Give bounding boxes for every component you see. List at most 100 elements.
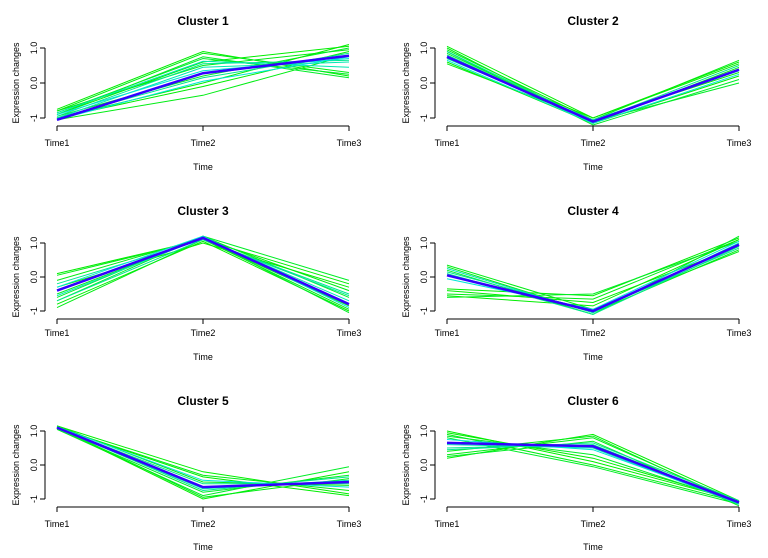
gene-profile-line bbox=[446, 240, 740, 298]
cluster-centroid-line bbox=[446, 243, 740, 313]
x-tick-label: Time1 bbox=[435, 328, 460, 338]
chart-panel-5: Cluster 5 -1 0.0 1.0 Expression changes Time1… bbox=[11, 394, 361, 552]
gene-profile-line bbox=[56, 427, 350, 492]
chart-panel-4: Cluster 4 -1 0.0 1.0 Expression changes Time1… bbox=[401, 204, 751, 362]
x-tick-label: Time1 bbox=[435, 519, 460, 529]
gene-profile-line bbox=[446, 444, 740, 503]
gene-profile-line bbox=[446, 433, 740, 502]
x-tick-label: Time3 bbox=[727, 328, 752, 338]
chart-title: Cluster 1 bbox=[177, 14, 229, 28]
x-tick-label: Time3 bbox=[337, 138, 362, 148]
gene-profile-line bbox=[56, 51, 350, 119]
cluster-centroid-line bbox=[56, 426, 350, 489]
chart-panel-2: Cluster 2 -1 0.0 1.0 Expression changes Time1… bbox=[401, 14, 751, 172]
gene-profile-line bbox=[56, 50, 350, 110]
x-tick-label: Time1 bbox=[45, 519, 70, 529]
y-tick-label: -1 bbox=[29, 307, 39, 315]
gene-profile-line bbox=[56, 427, 350, 491]
x-axis-label: Time bbox=[193, 162, 213, 172]
gene-profile-line bbox=[446, 435, 740, 503]
y-tick-label: -1 bbox=[419, 307, 429, 315]
y-tick-label: 1.0 bbox=[419, 425, 429, 438]
chart-panel-6: Cluster 6 -1 0.0 1.0 Expression changes Time1… bbox=[401, 394, 751, 552]
gene-profile-line bbox=[56, 240, 350, 312]
x-axis-label: Time bbox=[583, 542, 603, 552]
y-axis-label: Expression changes bbox=[11, 42, 21, 124]
gene-profile-line bbox=[56, 239, 350, 302]
gene-profile-line bbox=[56, 425, 350, 495]
y-tick-label: 1.0 bbox=[29, 425, 39, 438]
gene-profile-line bbox=[56, 44, 350, 119]
y-tick-label: 1.0 bbox=[29, 42, 39, 55]
gene-profile-line bbox=[56, 45, 350, 115]
chart-title: Cluster 3 bbox=[177, 204, 229, 218]
x-axis-label: Time bbox=[193, 352, 213, 362]
y-tick-label: 0.0 bbox=[419, 271, 429, 284]
y-tick-label: -1 bbox=[29, 114, 39, 122]
y-tick-label: 1.0 bbox=[29, 237, 39, 250]
x-tick-label: Time3 bbox=[337, 519, 362, 529]
gene-profile-line bbox=[56, 56, 350, 121]
x-tick-label: Time3 bbox=[727, 519, 752, 529]
gene-profile-line bbox=[56, 61, 350, 119]
cluster-centroid-line bbox=[446, 55, 740, 123]
gene-profile-line bbox=[56, 237, 350, 302]
x-axis-label: Time bbox=[193, 542, 213, 552]
chart-panel-3: Cluster 3 -1 0.0 1.0 Expression changes Time1… bbox=[11, 204, 361, 362]
gene-profile-line bbox=[446, 237, 740, 297]
x-tick-label: Time2 bbox=[581, 138, 606, 148]
gene-profile-line bbox=[446, 245, 740, 304]
cluster-centroid-line bbox=[56, 236, 350, 306]
gene-profile-line bbox=[56, 235, 350, 309]
gene-profile-line bbox=[446, 51, 740, 126]
x-tick-label: Time3 bbox=[337, 328, 362, 338]
x-tick-label: Time2 bbox=[191, 328, 216, 338]
y-tick-label: -1 bbox=[419, 495, 429, 503]
cluster-centroid-line bbox=[56, 54, 350, 121]
gene-profile-line bbox=[446, 54, 740, 123]
y-axis-label: Expression changes bbox=[11, 424, 21, 506]
y-tick-label: 0.0 bbox=[419, 77, 429, 90]
y-axis-label: Expression changes bbox=[401, 42, 411, 124]
chart-title: Cluster 2 bbox=[567, 14, 619, 28]
x-tick-label: Time1 bbox=[45, 328, 70, 338]
x-tick-label: Time2 bbox=[191, 519, 216, 529]
gene-profile-line bbox=[446, 59, 740, 124]
y-axis-label: Expression changes bbox=[401, 424, 411, 506]
x-tick-label: Time2 bbox=[581, 519, 606, 529]
gene-profile-line bbox=[446, 239, 740, 300]
x-tick-label: Time1 bbox=[435, 138, 460, 148]
y-tick-label: 0.0 bbox=[29, 459, 39, 472]
gene-profile-line bbox=[56, 235, 350, 302]
y-axis-label: Expression changes bbox=[11, 236, 21, 318]
x-tick-label: Time2 bbox=[581, 328, 606, 338]
y-tick-label: 0.0 bbox=[419, 459, 429, 472]
x-tick-label: Time1 bbox=[45, 138, 70, 148]
chart-panel-1: Cluster 1 -1 0.0 1.0 Expression changes Time1… bbox=[11, 14, 361, 172]
y-tick-label: 1.0 bbox=[419, 237, 429, 250]
gene-profile-line bbox=[446, 444, 740, 505]
y-tick-label: -1 bbox=[29, 495, 39, 503]
gene-profile-line bbox=[446, 240, 740, 310]
gene-profile-line bbox=[446, 437, 740, 503]
y-tick-label: 1.0 bbox=[419, 42, 429, 55]
y-tick-label: -1 bbox=[419, 114, 429, 122]
gene-profile-line bbox=[56, 239, 350, 307]
chart-title: Cluster 4 bbox=[567, 204, 619, 218]
gene-profile-line bbox=[56, 54, 350, 121]
gene-profile-line bbox=[56, 426, 350, 488]
chart-title: Cluster 6 bbox=[567, 394, 619, 408]
y-tick-label: 0.0 bbox=[29, 77, 39, 90]
x-tick-label: Time2 bbox=[191, 138, 216, 148]
chart-title: Cluster 5 bbox=[177, 394, 229, 408]
cluster-centroid-line bbox=[446, 441, 740, 504]
x-tick-label: Time3 bbox=[727, 138, 752, 148]
x-axis-label: Time bbox=[583, 162, 603, 172]
gene-profile-line bbox=[56, 57, 350, 114]
gene-profile-line bbox=[446, 52, 740, 123]
y-tick-label: 0.0 bbox=[29, 271, 39, 284]
x-axis-label: Time bbox=[583, 352, 603, 362]
y-axis-label: Expression changes bbox=[401, 236, 411, 318]
gene-profile-line bbox=[56, 52, 350, 112]
